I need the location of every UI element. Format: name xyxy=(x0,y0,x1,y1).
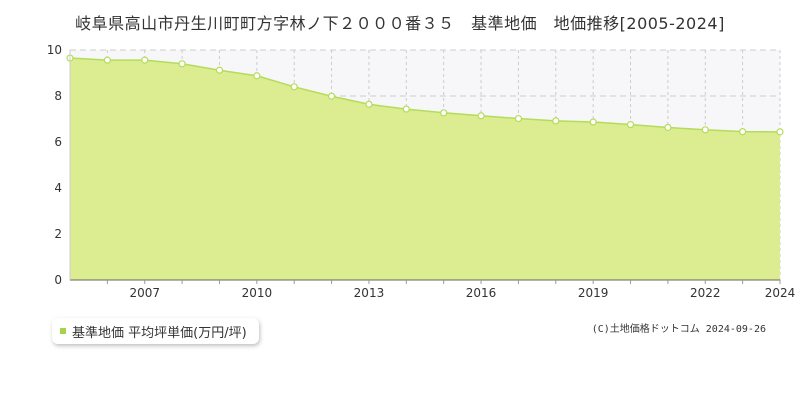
data-point xyxy=(365,100,373,108)
data-point xyxy=(664,123,672,132)
y-tick-label: 2 xyxy=(54,227,62,241)
x-tick-label: 2022 xyxy=(690,286,721,300)
y-tick-label: 6 xyxy=(54,135,62,149)
data-point xyxy=(626,120,635,129)
y-tick-label: 8 xyxy=(54,89,62,103)
data-point xyxy=(178,60,186,68)
y-tick-label: 4 xyxy=(54,181,62,195)
data-point xyxy=(290,83,298,91)
legend: 基準地価 平均坪単価(万円/坪) xyxy=(52,318,259,344)
data-point xyxy=(589,118,597,126)
y-tick-label: 10 xyxy=(47,43,62,57)
data-point xyxy=(215,66,224,74)
legend-swatch xyxy=(60,328,66,334)
data-point xyxy=(402,105,410,113)
y-tick-labels: 0 2 4 6 8 10 xyxy=(47,43,62,287)
data-point xyxy=(552,117,560,125)
data-point xyxy=(103,56,111,64)
data-point xyxy=(440,109,448,117)
series-area xyxy=(70,58,780,280)
data-point xyxy=(739,128,747,136)
x-tick-label: 2019 xyxy=(578,286,609,300)
x-tick-label: 2013 xyxy=(354,286,385,300)
data-point xyxy=(253,72,261,80)
data-point xyxy=(477,112,485,120)
data-point xyxy=(776,128,784,136)
data-point xyxy=(141,56,149,64)
data-point xyxy=(701,126,709,134)
data-point xyxy=(514,114,523,123)
chart-title: 岐阜県高山市丹生川町町方字林ノ下２０００番３５ 基準地価 地価推移[2005-2… xyxy=(75,14,725,33)
series-points xyxy=(66,54,784,136)
x-tick-label: 2010 xyxy=(242,286,273,300)
x-tick-label: 2007 xyxy=(129,286,160,300)
x-tick-labels: 2007 2010 2013 2016 2019 2022 2024 xyxy=(106,280,796,300)
legend-label: 基準地価 平均坪単価(万円/坪) xyxy=(72,325,247,341)
x-tick-label: 2024 xyxy=(765,286,796,300)
x-tick-label: 2016 xyxy=(466,286,497,300)
y-tick-label: 0 xyxy=(54,273,62,287)
series-line xyxy=(69,57,781,133)
data-point xyxy=(327,92,336,100)
credit-text: (C)土地価格ドットコム 2024-09-26 xyxy=(591,324,766,335)
